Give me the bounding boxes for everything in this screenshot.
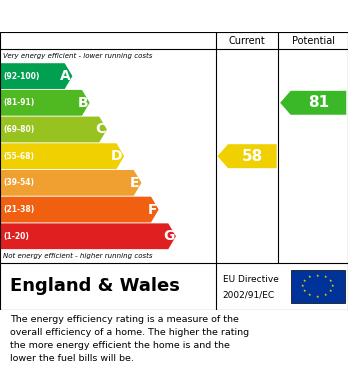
Text: ★: ★ <box>329 289 332 294</box>
Text: (21-38): (21-38) <box>3 205 35 214</box>
Polygon shape <box>0 223 176 249</box>
Text: ★: ★ <box>303 289 306 294</box>
Text: Current: Current <box>229 36 266 46</box>
Text: C: C <box>95 122 105 136</box>
Polygon shape <box>218 144 277 168</box>
Text: (1-20): (1-20) <box>3 232 29 241</box>
Text: ★: ★ <box>303 279 306 283</box>
Text: ★: ★ <box>323 275 327 279</box>
Text: (39-54): (39-54) <box>3 178 34 187</box>
Polygon shape <box>280 91 346 115</box>
Text: EU Directive: EU Directive <box>223 274 279 284</box>
Text: England & Wales: England & Wales <box>10 277 180 295</box>
Text: ★: ★ <box>331 284 334 288</box>
Polygon shape <box>0 90 90 116</box>
Text: (55-68): (55-68) <box>3 152 34 161</box>
Text: ★: ★ <box>329 279 332 283</box>
Text: F: F <box>148 203 157 217</box>
Text: G: G <box>163 229 174 243</box>
Text: (81-91): (81-91) <box>3 98 35 107</box>
Text: ★: ★ <box>308 293 312 297</box>
Polygon shape <box>0 117 107 142</box>
Polygon shape <box>0 197 159 222</box>
Text: ★: ★ <box>301 284 304 288</box>
Text: Very energy efficient - lower running costs: Very energy efficient - lower running co… <box>3 53 153 59</box>
Text: The energy efficiency rating is a measure of the
overall efficiency of a home. T: The energy efficiency rating is a measur… <box>10 316 250 363</box>
Text: 58: 58 <box>242 149 263 164</box>
Text: ★: ★ <box>308 275 312 279</box>
Text: 2002/91/EC: 2002/91/EC <box>223 290 275 299</box>
Text: ★: ★ <box>316 295 319 299</box>
Text: Potential: Potential <box>292 36 335 46</box>
Text: ★: ★ <box>323 293 327 297</box>
Text: E: E <box>130 176 140 190</box>
Text: A: A <box>60 69 71 83</box>
Text: (69-80): (69-80) <box>3 125 35 134</box>
Bar <box>291 270 345 303</box>
Text: (92-100): (92-100) <box>3 72 40 81</box>
Polygon shape <box>0 63 72 89</box>
Text: Energy Efficiency Rating: Energy Efficiency Rating <box>10 9 220 23</box>
Polygon shape <box>0 170 141 196</box>
Text: 81: 81 <box>308 95 329 110</box>
Text: D: D <box>111 149 122 163</box>
Polygon shape <box>0 143 124 169</box>
Text: ★: ★ <box>316 274 319 278</box>
Text: Not energy efficient - higher running costs: Not energy efficient - higher running co… <box>3 253 153 260</box>
Text: B: B <box>77 96 88 110</box>
